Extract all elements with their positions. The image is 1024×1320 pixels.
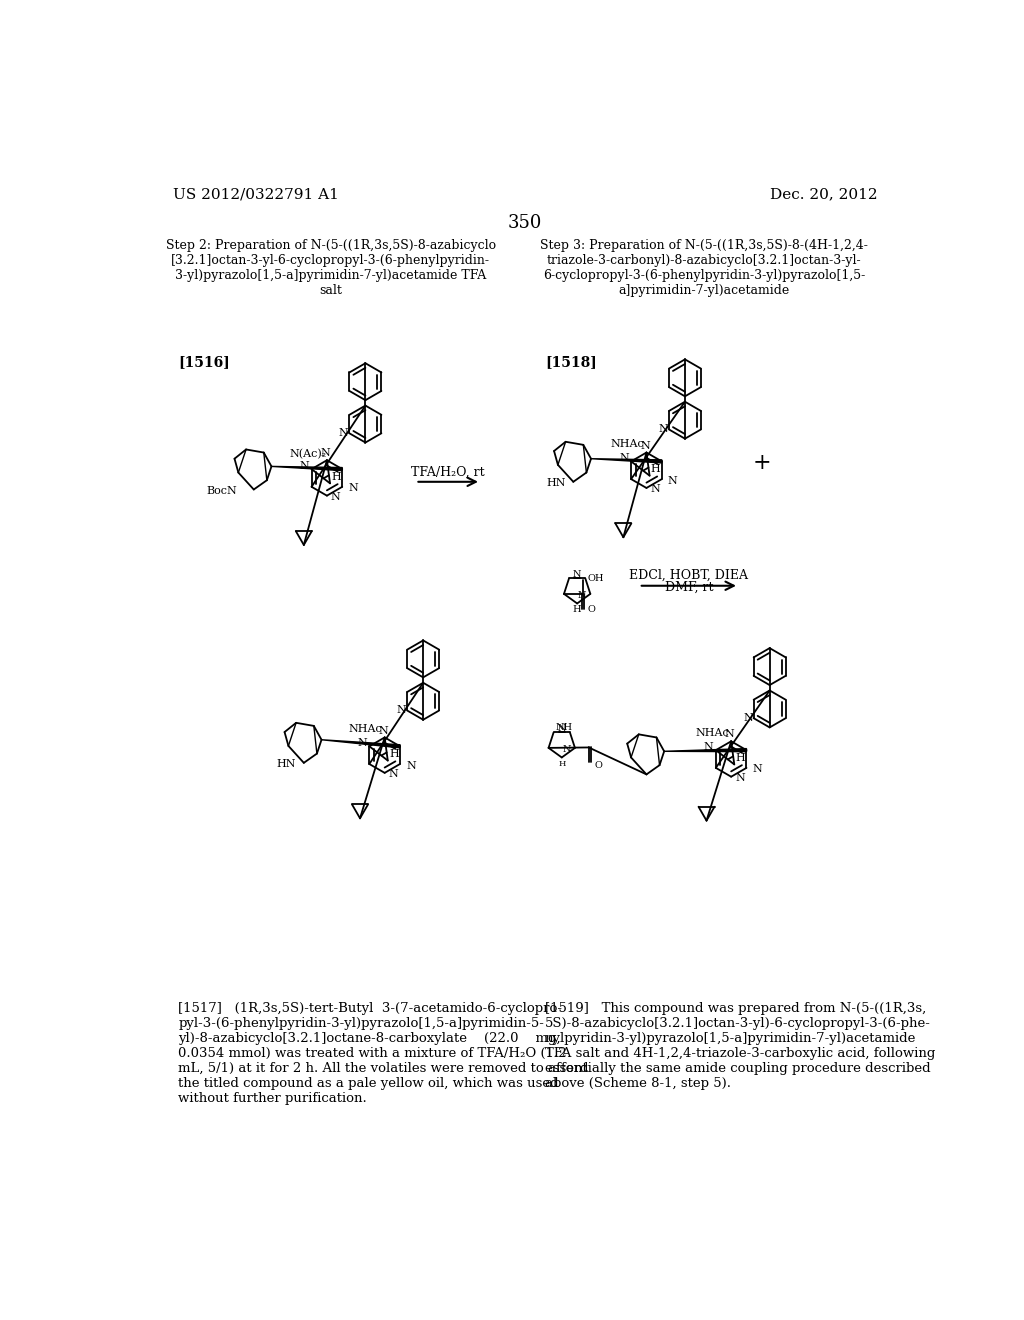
Polygon shape — [271, 466, 342, 471]
Text: [1517]   (1R,3s,5S)-tert-Butyl  3-(7-acetamido-6-cyclopro-
pyl-3-(6-phenylpyridi: [1517] (1R,3s,5S)-tert-Butyl 3-(7-acetam… — [178, 1002, 589, 1105]
Polygon shape — [591, 459, 662, 463]
Text: BocN: BocN — [206, 486, 237, 496]
Text: N: N — [378, 726, 388, 735]
Text: N: N — [573, 570, 582, 579]
Text: HN: HN — [546, 478, 565, 488]
Text: N(Ac)₂: N(Ac)₂ — [289, 449, 327, 459]
Text: N: N — [331, 492, 341, 502]
Text: N: N — [396, 705, 407, 715]
Text: H: H — [331, 471, 341, 482]
Text: O: O — [594, 760, 602, 770]
Text: N: N — [388, 770, 398, 779]
Text: N: N — [640, 441, 650, 450]
Text: N: N — [743, 713, 753, 723]
Text: H: H — [735, 752, 745, 763]
Text: N: N — [299, 461, 309, 471]
Text: H: H — [572, 605, 582, 614]
Text: 350: 350 — [508, 214, 542, 232]
Text: N: N — [658, 425, 669, 434]
Text: N: N — [753, 764, 763, 775]
Text: Step 3: Preparation of N-(5-((1R,3s,5S)-8-(4H-1,2,4-
triazole-3-carbonyl)-8-azab: Step 3: Preparation of N-(5-((1R,3s,5S)-… — [541, 239, 868, 297]
Text: N: N — [348, 483, 358, 494]
Text: TFA/H₂O, rt: TFA/H₂O, rt — [411, 466, 484, 479]
Text: EDCl, HOBT, DIEA: EDCl, HOBT, DIEA — [630, 569, 749, 582]
Text: N: N — [725, 730, 734, 739]
Text: N: N — [562, 744, 571, 754]
Text: NHAc: NHAc — [695, 729, 729, 738]
Text: [1518]: [1518] — [545, 355, 597, 370]
Text: N: N — [338, 428, 348, 438]
Text: H: H — [558, 759, 565, 768]
Text: H: H — [389, 748, 398, 759]
Text: [1519]   This compound was prepared from N-(5-((1R,3s,
5S)-8-azabicyclo[3.2.1]oc: [1519] This compound was prepared from N… — [545, 1002, 935, 1089]
Text: Step 2: Preparation of N-(5-((1R,3s,5S)-8-azabicyclo
[3.2.1]octan-3-yl-6-cyclopr: Step 2: Preparation of N-(5-((1R,3s,5S)-… — [166, 239, 496, 297]
Text: US 2012/0322791 A1: US 2012/0322791 A1 — [173, 187, 339, 202]
Text: N: N — [650, 484, 660, 495]
Text: +: + — [753, 451, 771, 474]
Text: O: O — [587, 605, 595, 614]
Text: H: H — [651, 465, 660, 474]
Text: OH: OH — [587, 574, 603, 583]
Text: N: N — [557, 725, 566, 733]
Text: N: N — [321, 449, 331, 458]
Text: NHAc: NHAc — [348, 725, 382, 734]
Text: DMF, rt: DMF, rt — [665, 581, 713, 594]
Text: N: N — [620, 453, 629, 463]
Text: N: N — [668, 475, 678, 486]
Text: N: N — [735, 774, 744, 783]
Text: N: N — [703, 742, 714, 752]
Text: NH: NH — [555, 723, 572, 733]
Text: N: N — [357, 738, 367, 748]
Polygon shape — [322, 739, 400, 748]
Text: [1516]: [1516] — [178, 355, 230, 370]
Text: NHAc: NHAc — [610, 440, 644, 449]
Text: Dec. 20, 2012: Dec. 20, 2012 — [770, 187, 878, 202]
Polygon shape — [665, 748, 746, 751]
Text: N: N — [407, 760, 416, 771]
Text: N: N — [578, 591, 587, 599]
Text: HN: HN — [276, 759, 296, 770]
